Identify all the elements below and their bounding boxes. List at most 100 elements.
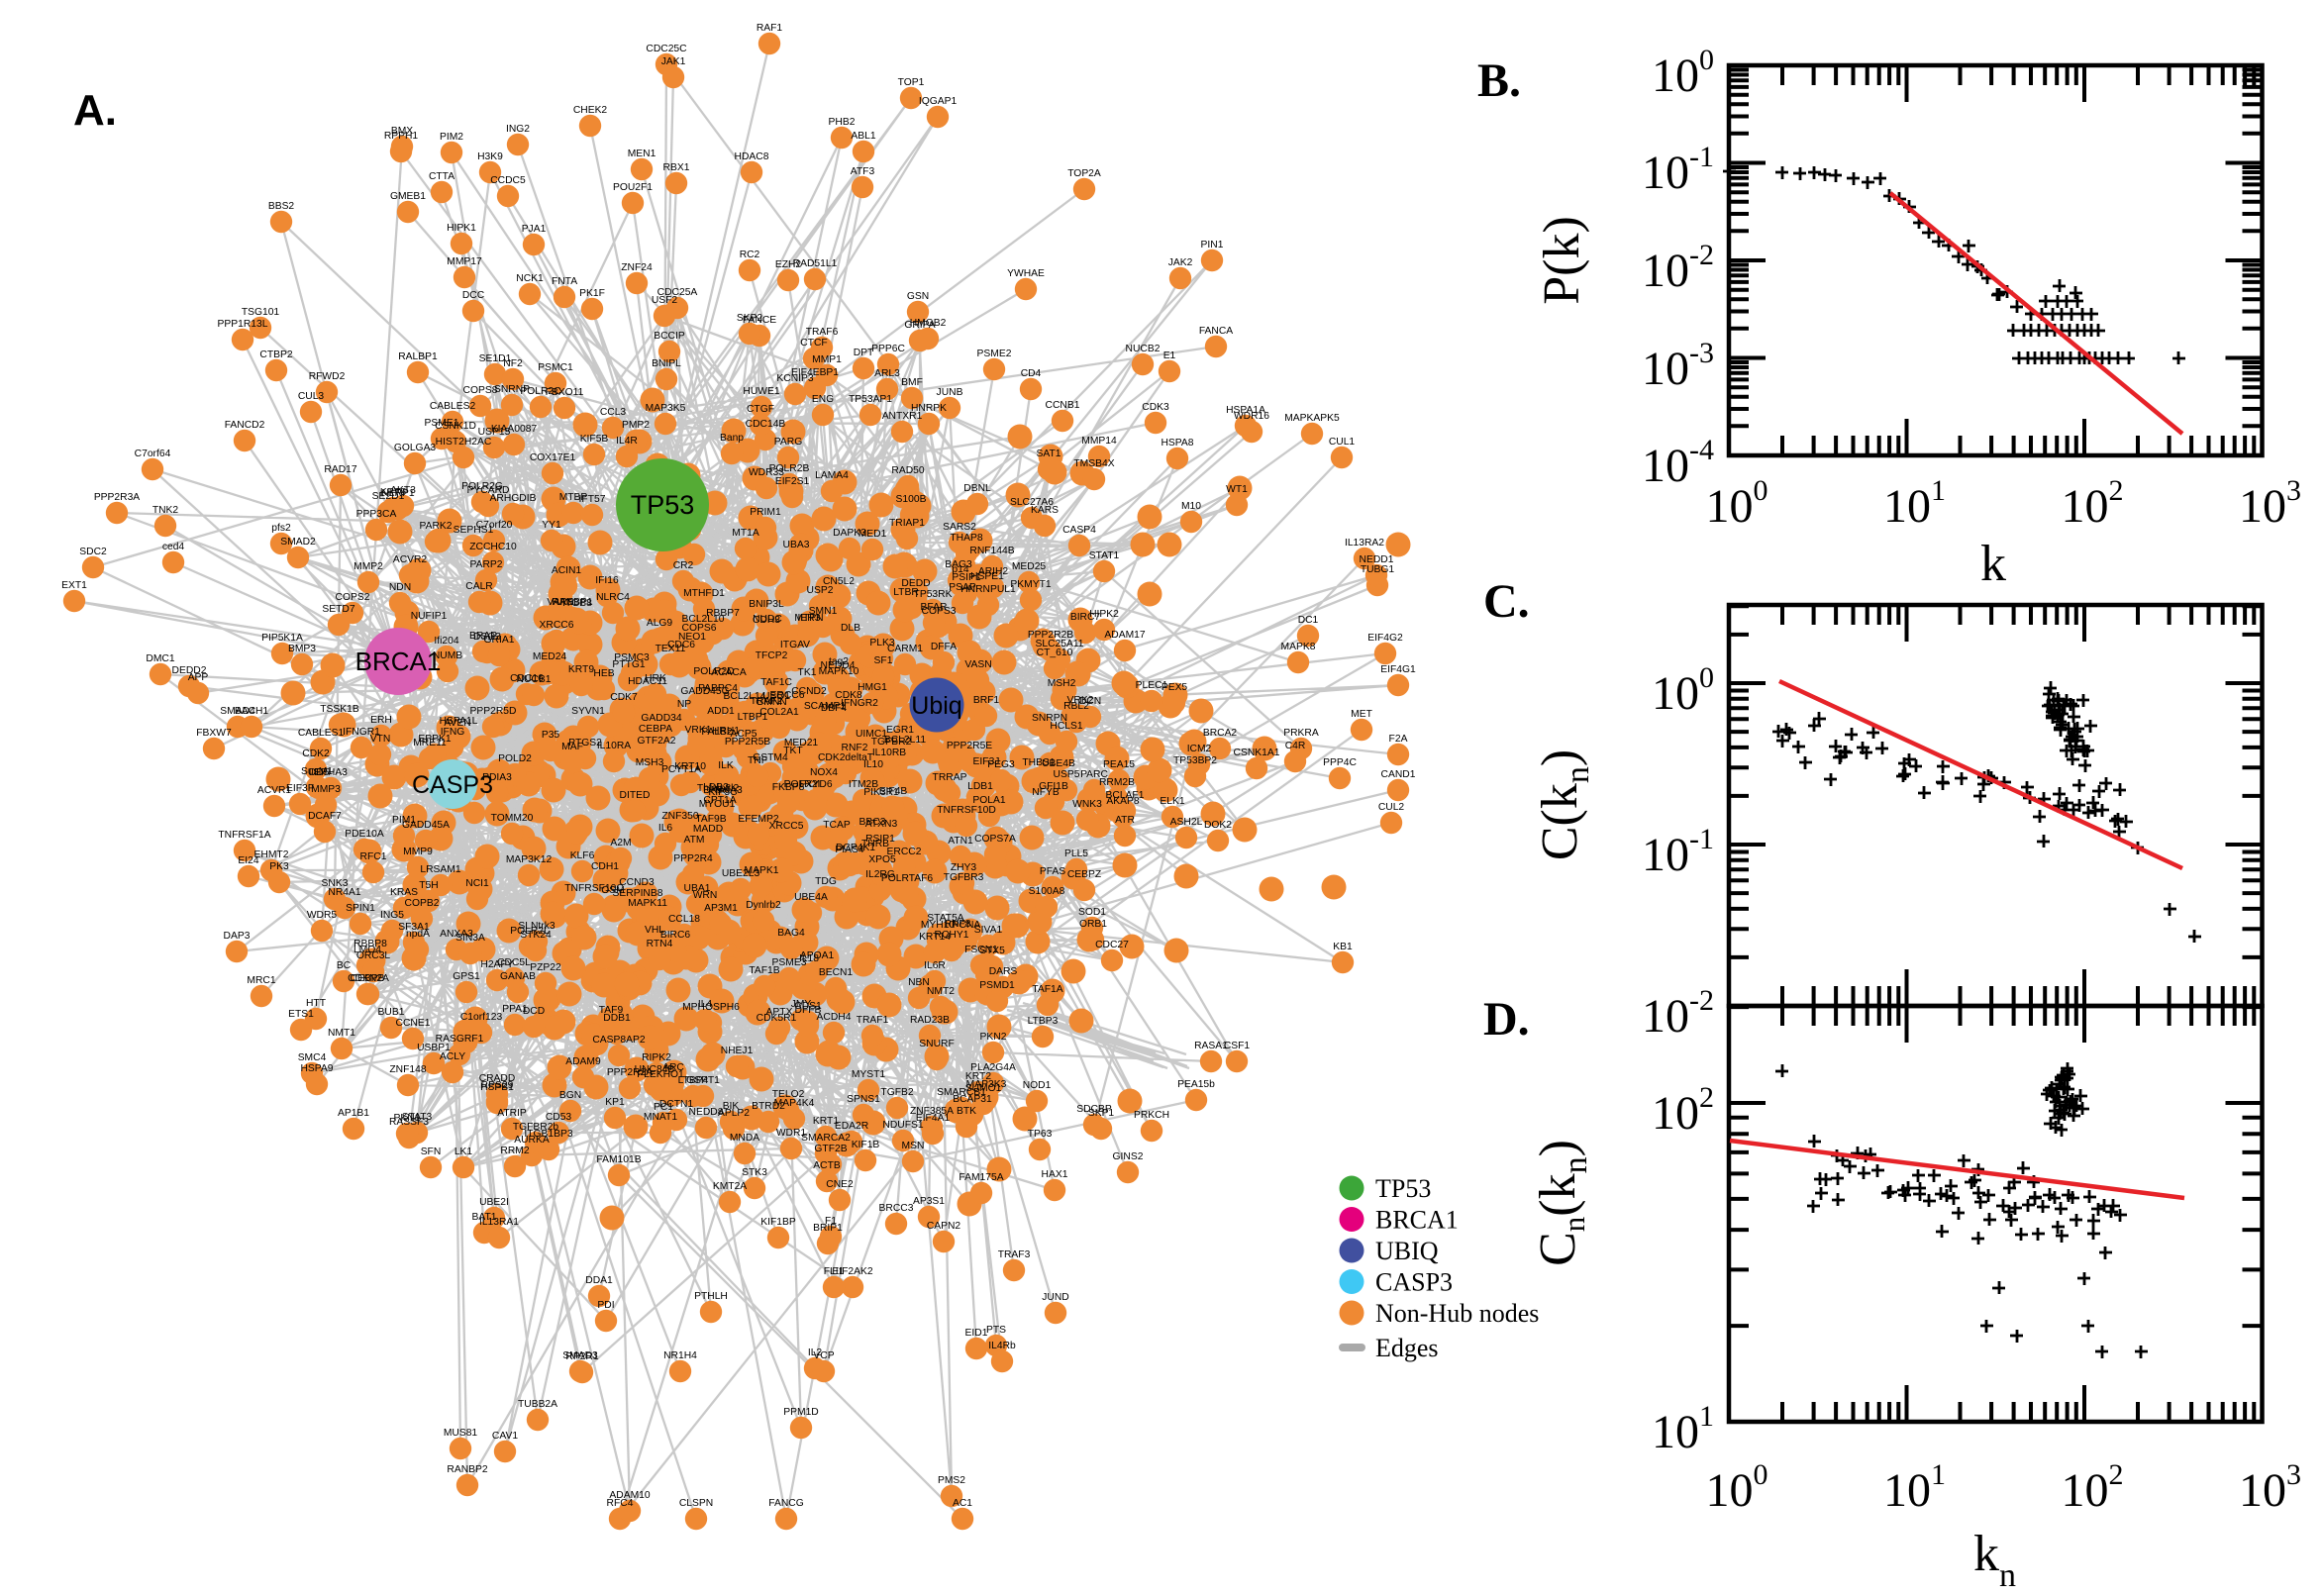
svg-text:ced4: ced4: [162, 542, 185, 552]
svg-text:TRRAP: TRRAP: [933, 772, 967, 783]
svg-text:BRCA1: BRCA1: [1375, 1206, 1459, 1235]
svg-text:RASSF3: RASSF3: [389, 1117, 429, 1128]
svg-text:CUL3: CUL3: [298, 391, 325, 402]
svg-text:YY1: YY1: [542, 520, 561, 531]
svg-text:RC2: RC2: [740, 249, 760, 260]
svg-text:DDA1: DDA1: [585, 1275, 613, 1286]
svg-text:HIST2H2AC: HIST2H2AC: [436, 437, 492, 448]
svg-text:PIP5K1A: PIP5K1A: [261, 633, 303, 644]
svg-text:CDH3: CDH3: [753, 615, 780, 626]
svg-text:MYST1: MYST1: [852, 1069, 886, 1080]
svg-text:TNFRSF1A: TNFRSF1A: [218, 830, 270, 841]
svg-text:NLRP1: NLRP1: [381, 488, 414, 499]
svg-text:UNC84B: UNC84B: [635, 1064, 675, 1075]
svg-text:TGFB2: TGFB2: [880, 1087, 913, 1098]
svg-text:tag2: tag2: [829, 656, 849, 667]
svg-text:ICM2: ICM2: [1187, 744, 1212, 754]
svg-text:FANCE: FANCE: [743, 315, 776, 326]
svg-text:CDC16: CDC16: [510, 673, 544, 684]
svg-text:XPO5: XPO5: [868, 854, 896, 865]
svg-text:MAP3K3: MAP3K3: [966, 1079, 1007, 1090]
svg-text:COPS8: COPS8: [463, 385, 498, 396]
svg-text:PK3: PK3: [269, 861, 289, 872]
svg-text:DCTN1: DCTN1: [659, 1099, 694, 1110]
svg-text:SERPINB8: SERPINB8: [613, 888, 663, 899]
svg-text:PPP2R4: PPP2R4: [673, 853, 713, 864]
svg-text:CALR: CALR: [465, 581, 492, 592]
svg-text:POLR2L: POLR2L: [510, 926, 550, 937]
svg-text:GTF2B: GTF2B: [814, 1144, 847, 1154]
svg-text:VCP: VCP: [813, 1350, 834, 1361]
svg-text:TSG101: TSG101: [242, 307, 280, 318]
svg-text:CTCF: CTCF: [800, 338, 827, 349]
svg-text:PSME3: PSME3: [772, 957, 807, 968]
svg-text:DC1: DC1: [1298, 615, 1319, 626]
svg-text:RBX1: RBX1: [663, 162, 690, 173]
svg-text:TAF9: TAF9: [599, 1005, 624, 1016]
svg-text:PLL5: PLL5: [1064, 848, 1088, 859]
svg-text:IL2RG: IL2RG: [865, 869, 895, 880]
svg-text:HEB: HEB: [593, 668, 614, 679]
svg-text:CASP3: CASP3: [412, 771, 493, 799]
svg-text:KB1: KB1: [1333, 942, 1353, 952]
svg-text:PIN1: PIN1: [1201, 240, 1224, 250]
svg-text:CEBPZ: CEBPZ: [1067, 869, 1101, 880]
svg-text:BRF1: BRF1: [973, 695, 1000, 706]
svg-text:MADD: MADD: [693, 824, 723, 835]
svg-text:DCC: DCC: [462, 290, 485, 301]
svg-text:PPA1: PPA1: [502, 1004, 528, 1015]
svg-text:TRAF6: TRAF6: [806, 327, 839, 338]
svg-text:SCAMP1: SCAMP1: [804, 701, 847, 712]
svg-text:IL10: IL10: [863, 759, 883, 770]
svg-text:PCNA: PCNA: [953, 920, 981, 931]
svg-text:TRAF1: TRAF1: [857, 1015, 889, 1026]
svg-text:KRT10: KRT10: [674, 761, 706, 772]
svg-text:Ubiq: Ubiq: [911, 692, 961, 720]
svg-text:BCAP31: BCAP31: [953, 1094, 992, 1105]
svg-text:TP53RK: TP53RK: [914, 589, 953, 600]
svg-text:EZH2: EZH2: [775, 259, 802, 270]
svg-text:EDA2R: EDA2R: [835, 1121, 868, 1132]
svg-text:EHMT2: EHMT2: [254, 849, 289, 860]
svg-text:BAG3: BAG3: [945, 559, 972, 570]
svg-text:KRT14: KRT14: [919, 932, 951, 943]
svg-text:BC: BC: [337, 960, 352, 971]
svg-text:S100B: S100B: [896, 494, 927, 505]
svg-text:VHL: VHL: [645, 925, 664, 936]
svg-text:EIF4EBP1: EIF4EBP1: [791, 367, 839, 378]
svg-text:HRH1: HRH1: [712, 726, 740, 737]
svg-text:NUCB1: NUCB1: [517, 674, 552, 685]
svg-text:MMP17: MMP17: [447, 256, 482, 267]
svg-text:HTT: HTT: [306, 998, 327, 1009]
svg-text:npdA: npdA: [406, 929, 430, 940]
svg-text:CNE2: CNE2: [826, 1179, 854, 1190]
svg-text:XRCC6: XRCC6: [540, 620, 574, 631]
svg-text:A.: A.: [73, 86, 117, 135]
svg-text:THBS1: THBS1: [1022, 757, 1055, 768]
svg-text:RPS29: RPS29: [481, 1080, 514, 1091]
svg-text:NF2: NF2: [503, 358, 523, 369]
svg-text:GFI1B: GFI1B: [1039, 781, 1068, 792]
svg-text:D.: D.: [1483, 993, 1530, 1046]
svg-text:ZCCHC10: ZCCHC10: [469, 542, 517, 552]
svg-text:CT_610: CT_610: [1037, 648, 1073, 658]
svg-text:CDC14B: CDC14B: [746, 419, 786, 430]
svg-text:PPP4C: PPP4C: [1323, 757, 1357, 768]
svg-text:LRSAM1: LRSAM1: [420, 864, 460, 875]
svg-text:CAV1: CAV1: [492, 1431, 518, 1442]
svg-text:CTGF: CTGF: [747, 404, 774, 415]
svg-text:PSIP1: PSIP1: [952, 572, 980, 583]
svg-text:CD53: CD53: [546, 1112, 572, 1123]
svg-text:LDB2: LDB2: [703, 782, 729, 793]
svg-text:NR1H4: NR1H4: [663, 1350, 697, 1361]
svg-text:PEX5: PEX5: [1162, 682, 1188, 693]
svg-text:LMO4: LMO4: [354, 945, 381, 955]
svg-text:KRAS: KRAS: [390, 887, 418, 898]
svg-text:KIAA0087: KIAA0087: [491, 424, 538, 435]
svg-text:NOX4: NOX4: [810, 767, 838, 778]
svg-text:EIF4G1: EIF4G1: [1380, 664, 1416, 675]
svg-text:TAF1C: TAF1C: [760, 677, 792, 688]
svg-text:KRT9: KRT9: [568, 664, 594, 675]
svg-text:STK24: STK24: [520, 930, 552, 941]
svg-text:HMG1: HMG1: [858, 682, 887, 693]
